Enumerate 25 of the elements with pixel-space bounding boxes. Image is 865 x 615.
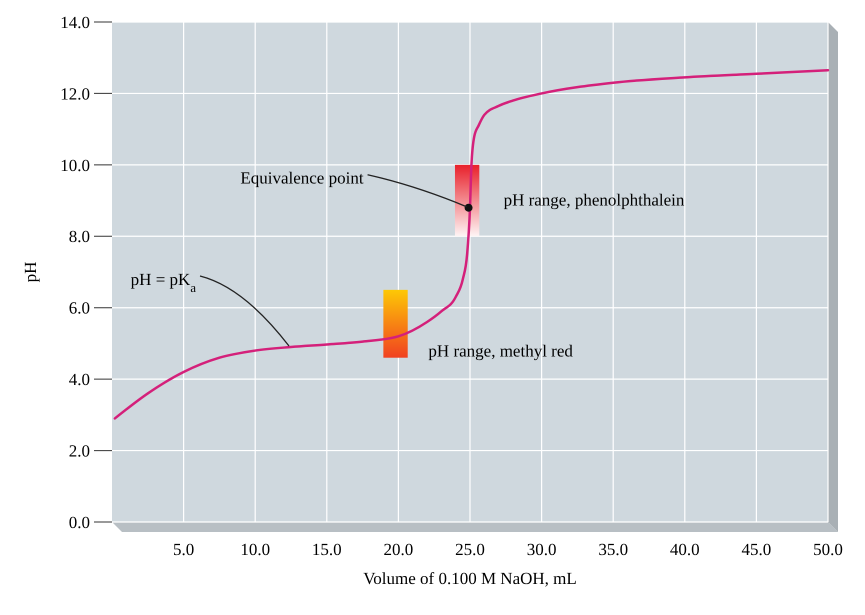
x-tick-label: 50.0 [813, 540, 843, 559]
y-tick-label: 6.0 [68, 298, 90, 318]
y-tick-label: 2.0 [68, 442, 90, 461]
annotation: pH range, methyl red [428, 341, 574, 360]
y-tick-label: 4.0 [68, 370, 90, 390]
x-tick-label: 30.0 [526, 540, 556, 559]
y-tick-label: 0.0 [68, 512, 90, 532]
y-axis-title: pH [21, 262, 40, 282]
x-tick-label: 5.0 [172, 540, 194, 559]
x-axis-title: Volume of 0.100 M NaOH, mL [363, 569, 577, 588]
x-tick-label: 20.0 [384, 540, 414, 559]
y-tick-label: 10.0 [60, 156, 90, 175]
x-tick-label: 35.0 [598, 540, 628, 559]
x-tick-label: 15.0 [312, 540, 342, 559]
y-tick-label: 8.0 [68, 227, 90, 246]
annotation: pH = pK$_{a}$ [130, 270, 196, 295]
y-tick-label: 12.0 [60, 84, 90, 104]
x-tick-label: 25.0 [455, 540, 485, 559]
x-tick-label: 10.0 [240, 540, 270, 559]
x-tick-label: 45.0 [742, 540, 772, 559]
x-tick-label: 40.0 [670, 540, 700, 559]
y-tick-label: 14.0 [60, 12, 90, 32]
annotation: Equivalence point [240, 168, 364, 188]
annotation: pH range, phenolphthalein [504, 190, 685, 210]
line-series [114, 68, 830, 420]
